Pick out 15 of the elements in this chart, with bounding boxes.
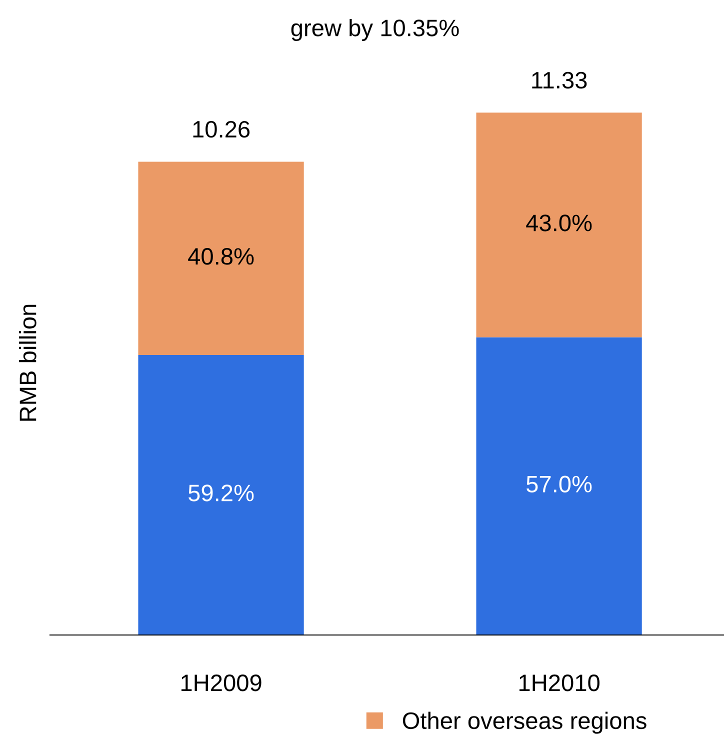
annotation: 10.26 [193, 120, 250, 138]
x-tick-label: 1H2010 [520, 674, 600, 692]
annotation: 40.8% [188, 248, 254, 265]
bar [138, 162, 304, 356]
annotation: 59.2% [188, 484, 254, 502]
text: 11.33 [532, 72, 587, 89]
text: grew by 10.35% [291, 18, 459, 42]
y-axis-title: RMB billion [18, 304, 36, 421]
bar [476, 112, 642, 338]
legend-label: Other overseas regions [402, 712, 646, 734]
x-tick-label: 1H2009 [181, 674, 262, 692]
bar [138, 355, 304, 635]
bar [476, 337, 642, 635]
annotation: 57.0% [526, 476, 592, 492]
annotation: 43.0% [526, 214, 592, 232]
